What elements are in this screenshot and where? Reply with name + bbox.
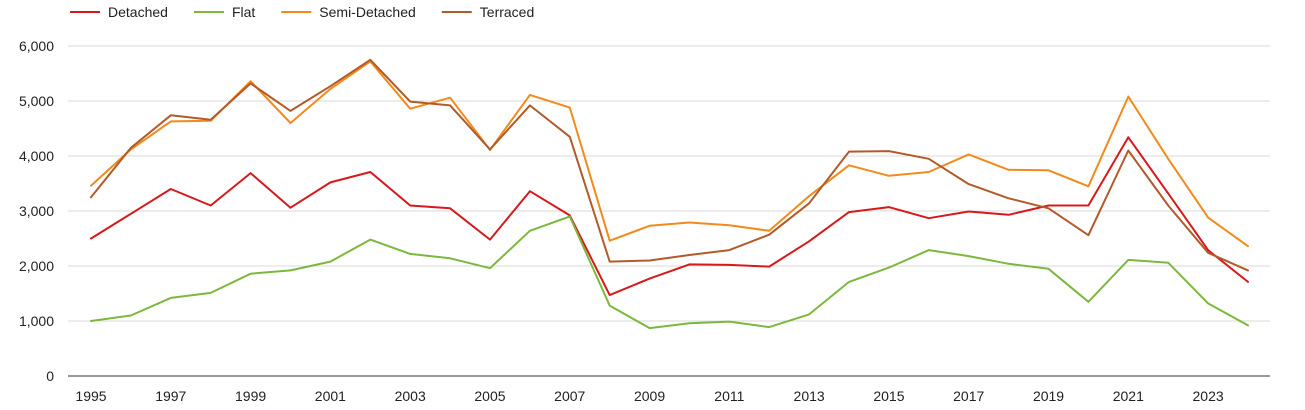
y-tick-label: 6,000 xyxy=(19,38,54,54)
x-tick-label: 2019 xyxy=(1033,388,1064,404)
x-tick-label: 2015 xyxy=(873,388,904,404)
legend-item-semi-detached[interactable]: Semi-Detached xyxy=(281,4,416,20)
x-tick-label: 2001 xyxy=(315,388,346,404)
x-tick-label: 2011 xyxy=(714,388,744,404)
x-tick-label: 2013 xyxy=(794,388,825,404)
series-line-terraced xyxy=(90,58,1249,272)
legend-item-detached[interactable]: Detached xyxy=(70,4,168,20)
x-tick-label: 2003 xyxy=(395,388,426,404)
legend-item-terraced[interactable]: Terraced xyxy=(441,4,534,20)
series-line-flat xyxy=(90,215,1249,330)
y-tick-label: 4,000 xyxy=(19,148,54,164)
legend-label: Flat xyxy=(232,4,255,20)
x-tick-label: 1999 xyxy=(235,388,266,404)
x-tick-label: 2021 xyxy=(1113,388,1144,404)
y-tick-label: 5,000 xyxy=(19,93,54,109)
y-tick-label: 1,000 xyxy=(19,313,54,329)
series-line-detached xyxy=(90,136,1249,297)
y-tick-label: 2,000 xyxy=(19,258,54,274)
x-tick-label: 1995 xyxy=(75,388,106,404)
axes: 0 1,000 2,000 3,000 4,000 5,000 6,000 1995 1997 1… xyxy=(19,38,1270,404)
x-tick-label: 2009 xyxy=(634,388,665,404)
legend-item-flat[interactable]: Flat xyxy=(193,4,255,20)
x-tick-label: 1997 xyxy=(155,388,186,404)
series-line-semi-detached xyxy=(90,60,1249,248)
x-tick-label: 2017 xyxy=(953,388,984,404)
y-tick-label: 3,000 xyxy=(19,203,54,219)
legend-label: Detached xyxy=(108,4,168,20)
legend-label: Terraced xyxy=(480,4,534,20)
series-lines xyxy=(90,58,1249,330)
x-tick-label: 2023 xyxy=(1193,388,1224,404)
y-tick-label: 0 xyxy=(46,368,54,384)
x-tick-label: 2007 xyxy=(554,388,585,404)
legend-label: Semi-Detached xyxy=(319,4,416,20)
x-tick-label: 2005 xyxy=(474,388,505,404)
legend: Detached Flat Semi-Detached Terraced xyxy=(70,4,534,20)
